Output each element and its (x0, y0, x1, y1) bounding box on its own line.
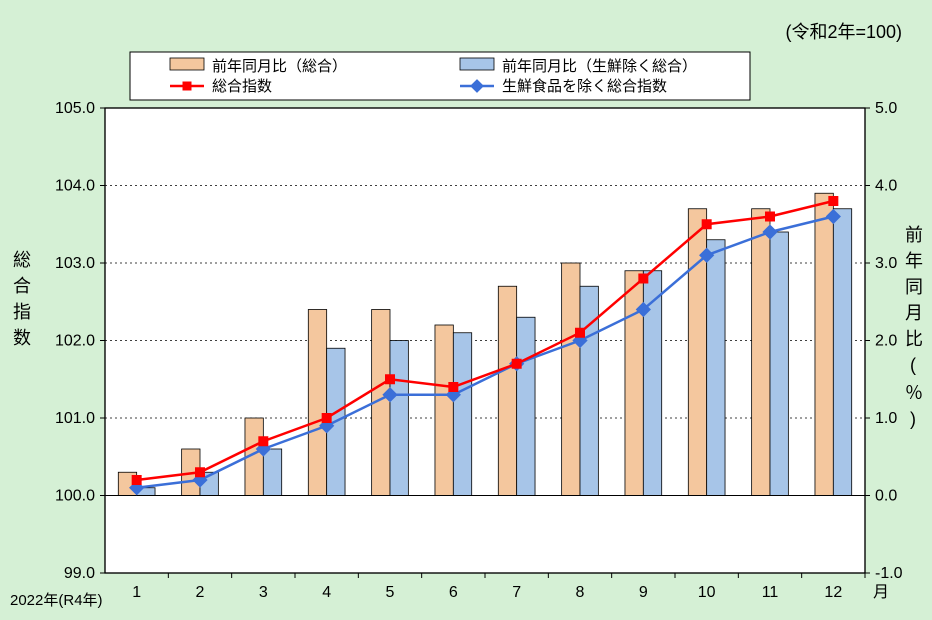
y-left-axis-label: 総合指数 (8, 250, 34, 354)
svg-text:前年同月比（総合）: 前年同月比（総合） (212, 58, 347, 75)
svg-text:8: 8 (576, 584, 585, 601)
svg-text:2.0: 2.0 (875, 333, 897, 350)
svg-text:5.0: 5.0 (875, 100, 897, 117)
svg-text:生鮮食品を除く総合指数: 生鮮食品を除く総合指数 (502, 78, 667, 95)
svg-text:10: 10 (698, 584, 716, 601)
svg-text:1: 1 (132, 584, 141, 601)
svg-text:105.0: 105.0 (55, 100, 95, 117)
title-note: (令和2年=100) (785, 18, 902, 44)
svg-text:前年同月比（生鮮除く総合）: 前年同月比（生鮮除く総合） (502, 58, 697, 75)
svg-text:101.0: 101.0 (55, 410, 95, 427)
svg-text:11: 11 (762, 584, 779, 601)
svg-text:100.0: 100.0 (55, 488, 95, 505)
svg-text:9: 9 (639, 584, 648, 601)
svg-text:3: 3 (259, 584, 268, 601)
svg-text:4.0: 4.0 (875, 178, 897, 195)
chart-container: (令和2年=100) 総合指数 前年同月比(％) 99.0 -1.0 100.0 0.… (0, 0, 932, 620)
svg-text:102.0: 102.0 (55, 333, 95, 350)
svg-text:7: 7 (512, 584, 521, 601)
y-right-axis-label: 前年同月比(％) (900, 225, 926, 437)
svg-text:-1.0: -1.0 (875, 565, 903, 582)
chart-svg: 99.0 -1.0 100.0 0.0 101.0 1.0 102.0 2.0 103.0 3.0… (0, 0, 932, 620)
svg-text:103.0: 103.0 (55, 255, 95, 272)
svg-text:1.0: 1.0 (875, 410, 897, 427)
x-axis-year-label: 2022年(R4年) (10, 589, 103, 610)
svg-text:0.0: 0.0 (875, 488, 897, 505)
svg-text:総合指数: 総合指数 (212, 78, 272, 95)
svg-text:12: 12 (824, 584, 842, 601)
svg-text:月: 月 (873, 584, 889, 601)
svg-text:4: 4 (322, 584, 331, 601)
svg-text:5: 5 (386, 584, 395, 601)
svg-text:99.0: 99.0 (64, 565, 95, 582)
svg-text:6: 6 (449, 584, 458, 601)
svg-text:2: 2 (196, 584, 205, 601)
svg-text:3.0: 3.0 (875, 255, 897, 272)
svg-text:104.0: 104.0 (55, 178, 95, 195)
